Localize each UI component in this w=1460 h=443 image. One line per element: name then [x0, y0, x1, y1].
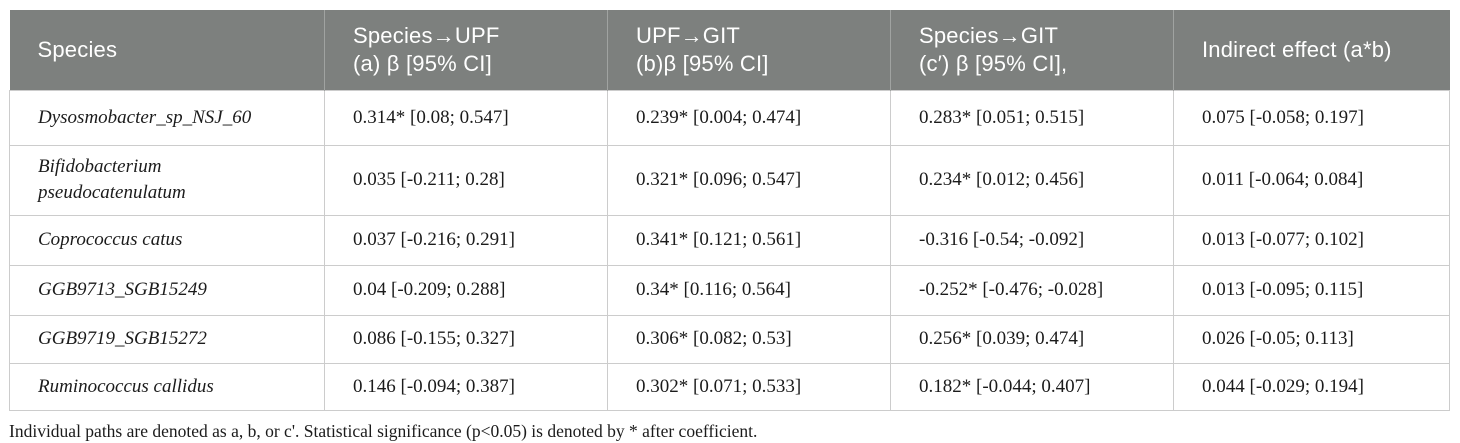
table-row: Coprococcus catus 0.037 [-0.216; 0.291] … — [9, 214, 1450, 266]
header-line: UPF→GIT — [636, 22, 741, 48]
path-c-value: 0.256* [0.039; 0.474] — [890, 314, 1174, 364]
col-header-indirect-effect: Indirect effect (a*b) — [1173, 10, 1450, 90]
header-line: Species→UPF — [353, 22, 500, 48]
species-name: GGB9713_SGB15249 — [9, 264, 325, 316]
col-header-species-git: Species→GIT (c′) β [95% CI], — [890, 10, 1174, 90]
path-c-value: -0.252* [-0.476; -0.028] — [890, 264, 1174, 316]
species-name: Coprococcus catus — [9, 214, 325, 266]
header-line: (b)β [95% CI] — [636, 50, 769, 76]
path-b-value: 0.302* [0.071; 0.533] — [607, 362, 891, 411]
indirect-effect-value: 0.044 [-0.029; 0.194] — [1173, 362, 1450, 411]
header-line: Species→GIT — [919, 22, 1059, 48]
header-line: (c′) β [95% CI], — [919, 50, 1068, 76]
header-line: Species — [37, 36, 118, 62]
indirect-effect-value: 0.026 [-0.05; 0.113] — [1173, 314, 1450, 364]
indirect-effect-value: 0.075 [-0.058; 0.197] — [1173, 89, 1450, 146]
path-c-value: 0.182* [-0.044; 0.407] — [890, 362, 1174, 411]
path-b-value: 0.34* [0.116; 0.564] — [607, 264, 891, 316]
path-a-value: 0.037 [-0.216; 0.291] — [324, 214, 608, 266]
mediation-results-table: Species Species→UPF (a) β [95% CI] UPF→GI… — [9, 10, 1450, 411]
header-line: Indirect effect (a*b) — [1202, 36, 1392, 62]
table-row: Ruminococcus callidus 0.146 [-0.094; 0.3… — [9, 362, 1450, 411]
path-b-value: 0.321* [0.096; 0.547] — [607, 144, 891, 216]
col-header-species-upf: Species→UPF (a) β [95% CI] — [324, 10, 608, 90]
path-c-value: 0.283* [0.051; 0.515] — [890, 89, 1174, 146]
path-a-value: 0.035 [-0.211; 0.28] — [324, 144, 608, 216]
indirect-effect-value: 0.013 [-0.095; 0.115] — [1173, 264, 1450, 316]
header-row: Species Species→UPF (a) β [95% CI] UPF→GI… — [9, 10, 1450, 90]
indirect-effect-value: 0.011 [-0.064; 0.084] — [1173, 144, 1450, 216]
path-a-value: 0.146 [-0.094; 0.387] — [324, 362, 608, 411]
table-row: Dysosmobacter_sp_NSJ_60 0.314* [0.08; 0.… — [9, 89, 1450, 146]
path-c-value: -0.316 [-0.54; -0.092] — [890, 214, 1174, 266]
table-row: GGB9713_SGB15249 0.04 [-0.209; 0.288] 0.… — [9, 264, 1450, 316]
path-b-value: 0.239* [0.004; 0.474] — [607, 89, 891, 146]
col-header-upf-git: UPF→GIT (b)β [95% CI] — [607, 10, 891, 90]
table-row: GGB9719_SGB15272 0.086 [-0.155; 0.327] 0… — [9, 314, 1450, 364]
path-c-value: 0.234* [0.012; 0.456] — [890, 144, 1174, 216]
col-header-species: Species — [9, 10, 325, 90]
path-a-value: 0.314* [0.08; 0.547] — [324, 89, 608, 146]
header-line: (a) β [95% CI] — [353, 50, 492, 76]
table-footnote: Individual paths are denoted as a, b, or… — [9, 420, 758, 441]
species-name: Ruminococcus callidus — [9, 362, 325, 411]
species-name: Dysosmobacter_sp_NSJ_60 — [9, 89, 325, 146]
path-a-value: 0.086 [-0.155; 0.327] — [324, 314, 608, 364]
path-b-value: 0.306* [0.082; 0.53] — [607, 314, 891, 364]
species-name: GGB9719_SGB15272 — [9, 314, 325, 364]
table-row: Bifidobacterium pseudocatenulatum 0.035 … — [9, 144, 1450, 216]
path-a-value: 0.04 [-0.209; 0.288] — [324, 264, 608, 316]
path-b-value: 0.341* [0.121; 0.561] — [607, 214, 891, 266]
species-name: Bifidobacterium pseudocatenulatum — [9, 144, 325, 216]
indirect-effect-value: 0.013 [-0.077; 0.102] — [1173, 214, 1450, 266]
